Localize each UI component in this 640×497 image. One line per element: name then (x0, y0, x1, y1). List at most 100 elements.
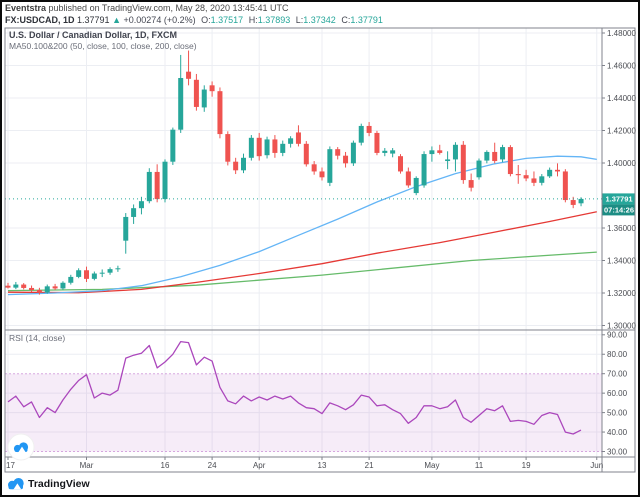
ma200-series (7, 251, 597, 292)
low-value: 1.37342 (303, 15, 336, 25)
ma-legend: MA50.100&200 (50, close, 100, close, 200… (9, 41, 197, 51)
svg-text:Jun: Jun (590, 461, 603, 470)
svg-text:19: 19 (522, 461, 531, 470)
candle (138, 196, 144, 215)
tradingview-branding[interactable]: TradingView (7, 477, 90, 490)
candle (358, 123, 364, 146)
author-name: Eventstra (5, 3, 47, 13)
candle (115, 265, 121, 272)
candle (280, 140, 286, 157)
candle (476, 158, 482, 180)
candle (209, 81, 215, 97)
candle (107, 267, 113, 275)
candle (539, 174, 545, 186)
candle (350, 140, 356, 166)
svg-text:1.40000: 1.40000 (607, 159, 636, 168)
time-axis[interactable]: 17 Mar 16 24 Apr 13 21 May 11 19 Jun (6, 457, 603, 470)
candle (319, 167, 325, 181)
candlestick-series[interactable] (5, 50, 584, 295)
chart-frame (4, 27, 636, 473)
candle (13, 281, 19, 290)
candle (288, 136, 294, 148)
candle (492, 142, 498, 164)
candle (523, 169, 529, 182)
current-price-label: 1.37791 07:14:26 (602, 193, 635, 216)
candle (547, 167, 553, 178)
svg-text:21: 21 (365, 461, 374, 470)
svg-text:1.44000: 1.44000 (607, 94, 636, 103)
candle (248, 135, 254, 161)
svg-text:13: 13 (318, 461, 327, 470)
candle (123, 213, 129, 254)
candle (460, 141, 466, 184)
tradingview-wordmark: TradingView (28, 477, 90, 490)
candle (99, 269, 105, 278)
candle (264, 136, 270, 159)
candle (500, 144, 506, 163)
svg-text:24: 24 (208, 461, 217, 470)
close-label: C: (341, 15, 351, 25)
ma200-line (7, 251, 597, 292)
ma50-series (7, 155, 597, 296)
candle (562, 169, 568, 203)
candle (233, 157, 239, 175)
candle (507, 145, 513, 177)
candle (241, 153, 246, 174)
candle (515, 164, 521, 184)
candle (131, 204, 137, 224)
candle (256, 132, 262, 161)
rsi-series[interactable] (7, 340, 582, 435)
candle (374, 130, 380, 156)
candle (437, 144, 443, 155)
candle (84, 266, 89, 282)
tradingview-cloud-icon (8, 478, 24, 490)
ma100-series (7, 211, 597, 294)
candle (21, 283, 27, 290)
open-label: O: (201, 15, 211, 25)
candle (186, 50, 192, 86)
svg-text:1.32000: 1.32000 (607, 289, 636, 298)
svg-text:60.00: 60.00 (607, 389, 628, 398)
svg-text:90.00: 90.00 (607, 331, 628, 340)
candle (217, 87, 223, 139)
candle (29, 285, 35, 293)
symbol-name: FX:USDCAD, 1D (5, 15, 75, 25)
candle (295, 125, 301, 147)
svg-text:11: 11 (475, 461, 484, 470)
candle (382, 148, 388, 157)
candle (327, 146, 333, 187)
last-price: 1.37791 (77, 15, 110, 25)
candle (170, 127, 176, 165)
candle (225, 131, 231, 166)
candle (484, 150, 490, 164)
svg-text:May: May (424, 461, 439, 470)
publish-info-text: published on TradingView.com, May 28, 20… (46, 3, 289, 13)
ma100-line (7, 211, 597, 294)
candle (146, 168, 152, 204)
candle (76, 268, 82, 279)
candle (335, 147, 341, 160)
svg-text:1.34000: 1.34000 (607, 256, 636, 265)
candle (531, 171, 537, 187)
symbol-quote-row: FX:USDCAD, 1D 1.37791 ▲ +0.00274 (+0.2%)… (5, 14, 383, 26)
candle (429, 146, 435, 162)
svg-text:1.36000: 1.36000 (607, 224, 636, 233)
price-change: +0.00274 (+0.2%) (123, 15, 196, 25)
candle (44, 284, 50, 294)
high-label: H: (248, 15, 258, 25)
low-label: L: (295, 15, 304, 25)
publish-info: Eventstra published on TradingView.com, … (5, 2, 383, 14)
price-axis[interactable]: 1.48000 1.46000 1.44000 1.42000 1.40000 1.360… (602, 29, 636, 457)
svg-text:30.00: 30.00 (607, 447, 628, 456)
candle (468, 173, 474, 192)
candle (421, 151, 427, 188)
chart-title: U.S. Dollar / Canadian Dollar, 1D, FXCM (9, 30, 178, 40)
open-value: 1.37517 (210, 15, 244, 25)
candle (91, 271, 97, 281)
svg-text:50.00: 50.00 (607, 408, 628, 417)
rsi-band (5, 373, 602, 452)
candle (162, 159, 168, 203)
svg-text:1.42000: 1.42000 (607, 126, 636, 135)
